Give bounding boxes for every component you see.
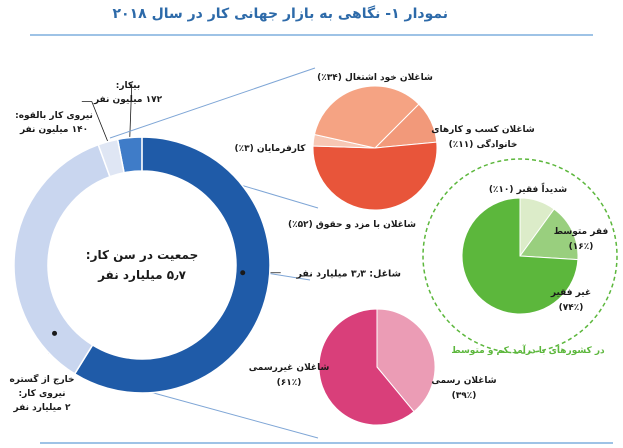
moderate-poor-label-line-1: فقر متوسط [554, 227, 609, 237]
informal-label-line-1: شاغلان غیررسمی [249, 363, 330, 373]
poverty-slice-not_poor [461, 197, 579, 315]
employer-label: کارفرمایان (۳٪) [234, 144, 306, 154]
title-rule [30, 34, 593, 36]
donut-center-line-2: ۵٫۷ میلیارد نفر [97, 268, 186, 282]
donut-center-line-1: جمعیت در سن کار: [86, 248, 198, 262]
formal-label-line-1: شاغلان رسمی [431, 376, 496, 386]
expansion-line-1 [109, 67, 316, 139]
poverty-caption: در کشورهای با درآمد کم و متوسط [451, 344, 605, 356]
not-poor-label-line-2: (۷۴٪) [559, 303, 584, 313]
poverty-slice-moderate_poor [519, 208, 579, 261]
extreme-poor-label: شدیداً فقیر (۱۰٪) [489, 182, 567, 195]
unemployed-label-line-2: ۱۷۲ میلیون نفر [93, 95, 163, 105]
employed-label: شاغل: ۳٫۳ میلیارد نفر [295, 269, 401, 280]
poverty-dashed-ring [422, 158, 618, 354]
status-slice-self_employed [313, 85, 420, 149]
potential-label-line-1: نیروی کار بالقوه: [15, 111, 93, 121]
outside-label-line-2: نیروی کار: [18, 389, 65, 399]
title-bar: نمودار ۱- نگاهی به بازار جهانی کار در سا… [0, 4, 623, 36]
bottom-rule [40, 442, 613, 444]
employed-marker [240, 270, 246, 276]
donut-slice-employed [73, 136, 271, 394]
formal-label-line-2: (۳۹٪) [452, 391, 477, 401]
outside-label-line-1: خارج از گستره [9, 373, 74, 385]
moderate-poor-label-line-2: (۱۶٪) [569, 242, 594, 252]
family-worker-label-line-2: خانوادگی (۱۱٪) [449, 138, 518, 150]
unemployed-leader [129, 83, 133, 138]
not-poor-label-line-1: غیر فقیر [550, 288, 591, 298]
family-worker-label-line-1: شاغلان کسب و کارهای [431, 125, 535, 135]
donut-slice-potential [97, 138, 125, 178]
employee-label: شاغلان با مزد و حقوق (۵۲٪) [288, 220, 416, 230]
outside-label-line-3: ۲ میلیارد نفر [13, 403, 72, 413]
potential-leader [81, 101, 109, 142]
chart-title: نمودار ۱- نگاهی به بازار جهانی کار در سا… [112, 6, 448, 22]
unemployed-label-line-1: بیکار: [116, 81, 140, 91]
self-employed-label: شاغلان خود اشتغال (۳۴٪) [317, 73, 433, 83]
potential-label-line-2: ۱۴۰ میلیون نفر [19, 125, 88, 135]
formality-slice-formal [376, 308, 436, 413]
formality-slice-informal [318, 308, 415, 426]
expansion-line-4 [149, 391, 319, 439]
outside-marker [52, 330, 58, 336]
status-slice-employee [312, 141, 438, 211]
informal-label-line-2: (۶۱٪) [277, 378, 302, 388]
